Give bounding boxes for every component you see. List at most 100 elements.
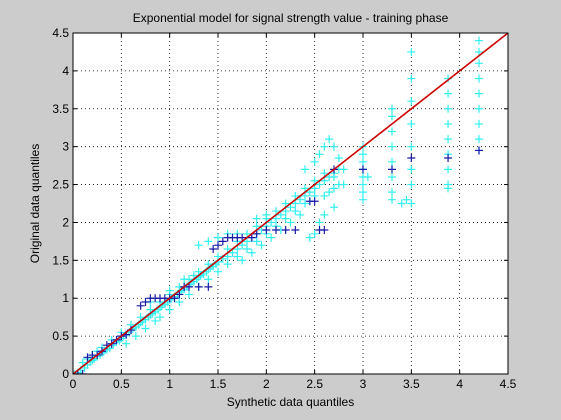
point-cyan-169 — [407, 97, 416, 106]
point-cyan-149 — [305, 233, 314, 242]
point-cyan-204 — [122, 339, 131, 348]
point-blue-42 — [320, 226, 329, 235]
point-cyan-150 — [330, 203, 338, 212]
point-cyan-203 — [189, 271, 198, 280]
x-tick-label-9: 4.5 — [500, 377, 517, 391]
point-blue-35 — [262, 226, 271, 235]
point-cyan-69 — [267, 218, 276, 227]
point-cyan-142 — [320, 191, 329, 200]
point-blue-32 — [238, 233, 247, 242]
point-cyan-177 — [444, 135, 453, 144]
point-cyan-105 — [272, 207, 280, 216]
x-tick-label-1: 0.5 — [113, 377, 130, 391]
point-cyan-200 — [165, 286, 174, 295]
point-cyan-111 — [156, 313, 164, 322]
point-blue-27 — [214, 241, 222, 250]
point-cyan-185 — [475, 47, 483, 56]
x-tick-label-4: 2 — [263, 377, 270, 391]
point-cyan-138 — [320, 142, 329, 151]
point-blue-46 — [407, 154, 416, 163]
point-cyan-171 — [407, 47, 416, 56]
point-blue-38 — [291, 226, 300, 235]
point-cyan-118 — [223, 260, 232, 269]
y-tick-label-2: 1 — [62, 291, 69, 305]
point-cyan-214 — [296, 210, 305, 219]
point-cyan-156 — [359, 180, 367, 189]
point-cyan-176 — [444, 119, 453, 128]
point-cyan-70 — [272, 214, 280, 223]
point-cyan-103 — [252, 222, 261, 231]
point-blue-26 — [209, 244, 218, 253]
point-cyan-187 — [475, 74, 483, 83]
point-cyan-188 — [475, 89, 483, 98]
point-cyan-63 — [238, 241, 247, 250]
point-blue-36 — [272, 226, 280, 235]
y-tick-label-9: 4.5 — [52, 26, 69, 40]
point-cyan-186 — [475, 59, 483, 68]
point-cyan-198 — [339, 165, 348, 174]
point-cyan-140 — [330, 142, 338, 151]
point-cyan-108 — [301, 184, 309, 193]
point-cyan-73 — [286, 203, 295, 212]
x-tick-label-6: 3 — [360, 377, 367, 391]
point-cyan-143 — [325, 188, 334, 197]
point-cyan-141 — [334, 154, 343, 163]
point-cyan-191 — [475, 135, 483, 144]
point-cyan-97 — [194, 267, 203, 276]
point-cyan-205 — [131, 332, 140, 341]
x-tick-label-2: 1 — [166, 377, 173, 391]
point-cyan-189 — [475, 104, 483, 113]
point-cyan-133 — [252, 214, 261, 223]
point-cyan-102 — [243, 229, 251, 238]
point-blue-2 — [78, 370, 87, 374]
point-cyan-194 — [397, 199, 406, 208]
point-cyan-114 — [185, 290, 193, 299]
reference-line — [73, 33, 508, 374]
x-tick-label-0: 0 — [70, 377, 77, 391]
point-blue-24 — [194, 282, 203, 291]
x-tick-label-5: 2.5 — [306, 377, 323, 391]
point-cyan-208 — [238, 256, 247, 265]
point-cyan-139 — [325, 135, 334, 144]
y-tick-label-1: 0.5 — [52, 329, 69, 343]
x-axis-label: Synthetic data quantiles — [227, 395, 354, 409]
point-cyan-173 — [407, 180, 416, 189]
axis-ticks: 0 0.5 1 1.5 2 2.5 3 3.5 4 4.5 0 0.5 1 1.5 2 2.5 3 3.5 4 4.5 — [52, 26, 516, 391]
point-cyan-0 — [73, 370, 79, 374]
point-cyan-182 — [444, 89, 453, 98]
point-cyan-119 — [233, 252, 242, 261]
point-cyan-80 — [320, 176, 329, 185]
point-cyan-199 — [363, 172, 372, 181]
point-cyan-161 — [388, 127, 396, 136]
point-cyan-116 — [204, 275, 213, 284]
point-blue-37 — [281, 226, 290, 235]
axes-box — [72, 32, 509, 375]
point-blue-44 — [359, 165, 367, 174]
point-cyan-211 — [267, 233, 276, 242]
point-cyan-209 — [247, 248, 256, 257]
point-cyan-120 — [243, 244, 251, 253]
point-blue-1 — [73, 370, 82, 374]
point-cyan-110 — [320, 169, 329, 178]
point-cyan-210 — [257, 241, 266, 250]
point-cyan-121 — [252, 237, 261, 246]
point-cyan-157 — [359, 188, 367, 197]
chart-title: Exponential model for signal strength va… — [133, 11, 449, 25]
point-cyan-153 — [359, 157, 367, 166]
point-cyan-71 — [276, 210, 285, 219]
point-cyan-136 — [310, 157, 319, 166]
point-cyan-124 — [281, 214, 290, 223]
point-cyan-163 — [388, 104, 396, 113]
y-tick-label-8: 4 — [62, 64, 69, 78]
point-blue-48 — [475, 146, 483, 155]
point-cyan-190 — [475, 119, 483, 128]
point-cyan-213 — [286, 218, 295, 227]
point-cyan-91 — [136, 313, 145, 322]
point-cyan-174 — [407, 199, 416, 208]
point-cyan-179 — [444, 165, 453, 174]
plot-clip — [73, 33, 508, 374]
point-cyan-144 — [330, 184, 338, 193]
point-cyan-92 — [146, 305, 155, 314]
point-cyan-75 — [296, 195, 305, 204]
